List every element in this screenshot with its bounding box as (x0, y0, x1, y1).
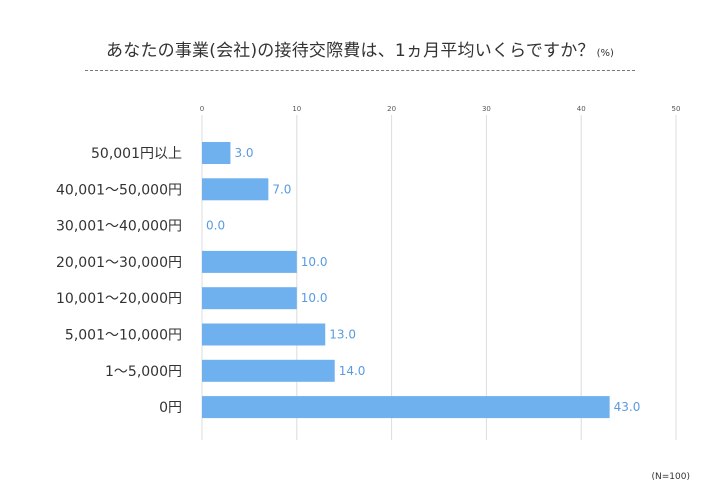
bar-value-label: 0.0 (206, 219, 225, 233)
x-tick-label: 20 (387, 105, 396, 113)
category-label: 40,001〜50,000円 (56, 182, 182, 198)
category-label: 0円 (159, 400, 182, 416)
title-divider (85, 70, 635, 71)
x-tick-label: 10 (292, 105, 301, 113)
bar-value-label: 10.0 (301, 291, 328, 305)
sample-size-note: (N=100) (651, 472, 690, 482)
bar (202, 287, 297, 310)
bar (202, 250, 297, 273)
bar (202, 396, 610, 419)
x-tick-label: 40 (577, 105, 586, 113)
bar (202, 142, 231, 164)
category-label: 1〜5,000円 (105, 364, 182, 380)
bar-value-label: 7.0 (272, 182, 291, 196)
category-label: 10,001〜20,000円 (56, 291, 182, 307)
x-tick-label: 0 (200, 105, 204, 113)
bar-value-label: 43.0 (614, 400, 641, 414)
bar-value-label: 3.0 (234, 146, 253, 160)
category-label: 5,001〜10,000円 (65, 328, 182, 344)
bar (202, 359, 335, 382)
bar-value-label: 13.0 (329, 328, 356, 342)
bar-value-label: 10.0 (301, 255, 328, 269)
bar (202, 323, 326, 346)
chart-title-unit: (%) (596, 48, 614, 59)
category-label: 20,001〜30,000円 (56, 255, 182, 271)
bar-value-label: 14.0 (339, 364, 366, 378)
x-tick-label: 30 (482, 105, 491, 113)
chart-title-text: あなたの事業(会社)の接待交際費は、1ヵ月平均いくらですか？ (106, 41, 595, 61)
category-label: 30,001〜40,000円 (56, 219, 182, 235)
category-label: 50,001円以上 (91, 146, 182, 162)
chart-title: あなたの事業(会社)の接待交際費は、1ヵ月平均いくらですか？ (%) (85, 36, 635, 61)
bar (202, 178, 269, 201)
x-tick-label: 50 (672, 105, 681, 113)
